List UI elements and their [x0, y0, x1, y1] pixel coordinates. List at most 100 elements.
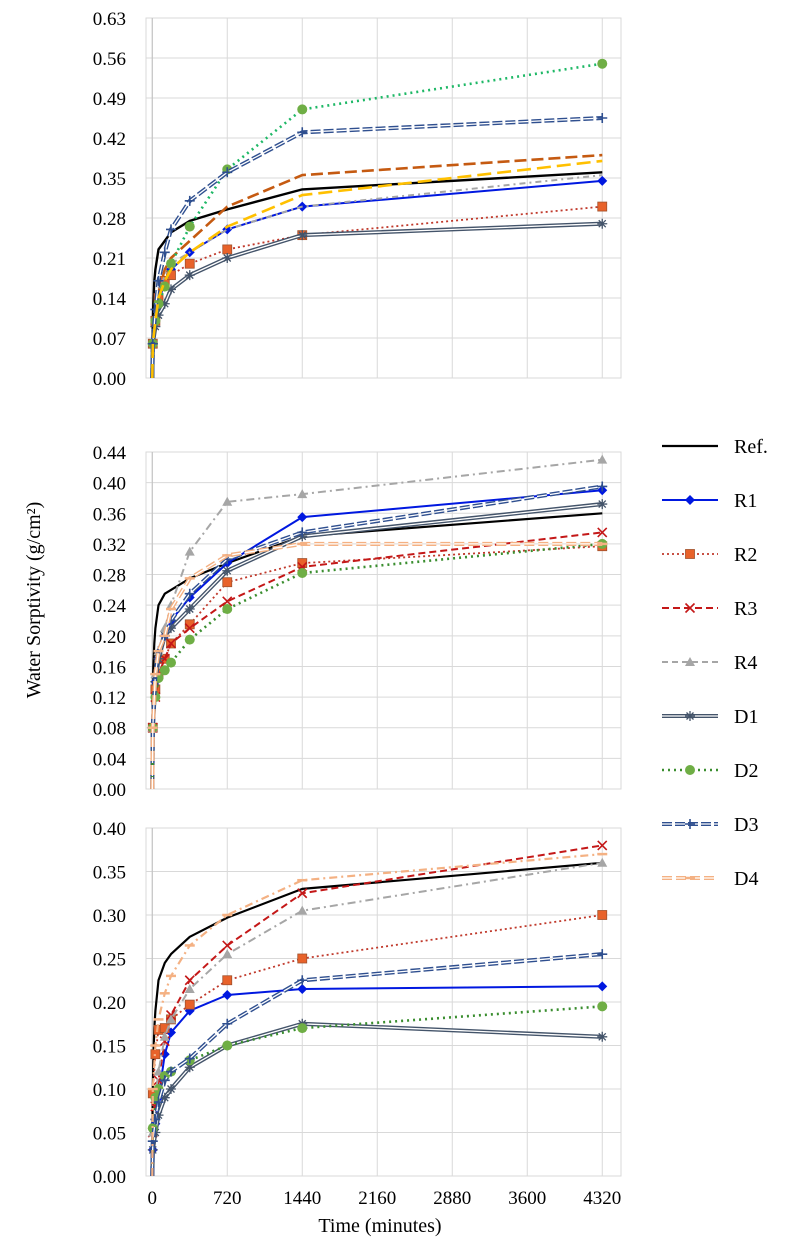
data-point-d1	[597, 218, 608, 229]
legend-label: R1	[734, 490, 757, 512]
x-tick-label: 2160	[358, 1188, 396, 1209]
data-point-r2	[184, 999, 195, 1010]
data-point-d1	[159, 1092, 170, 1103]
data-point-d3	[153, 1097, 164, 1108]
x-tick-label: 4320	[583, 1188, 621, 1209]
data-point-r4	[222, 949, 233, 959]
data-point-d1	[153, 310, 164, 321]
chart-panel-top: 0.00 0.07 0.14 0.21 0.28 0.35 0.42 0.49 0.56 0.63	[93, 9, 622, 390]
legend-entry-r3: R3	[662, 598, 757, 620]
y-tick-label: 0.07	[93, 329, 126, 350]
data-point-d2	[184, 221, 195, 232]
chart-panels: 0.00 0.07 0.14 0.21 0.28 0.35 0.42 0.49 0.56 0.63…	[93, 9, 622, 1209]
data-point-r2	[222, 975, 233, 986]
data-point-d1	[184, 270, 195, 281]
y-tick-label: 0.44	[93, 443, 127, 464]
x-tick-label: 3600	[508, 1188, 546, 1209]
data-point-r2	[222, 244, 233, 255]
y-tick-label: 0.32	[93, 535, 126, 556]
data-point-d3	[153, 275, 164, 286]
legend-label: R3	[734, 598, 757, 620]
data-point-r1	[597, 981, 608, 992]
data-point-d3	[597, 481, 608, 492]
y-tick-label: 0.24	[93, 596, 127, 617]
y-tick-label: 0.00	[93, 369, 126, 390]
data-point-r4	[184, 983, 195, 993]
data-point-r4	[297, 489, 308, 499]
y-tick-label: 0.28	[93, 209, 126, 230]
data-point-r4	[222, 496, 233, 506]
series-r3	[151, 153, 603, 379]
y-tick-label: 0.40	[93, 474, 126, 495]
y-tick-label: 0.10	[93, 1080, 126, 1101]
series-line-d3-inner	[151, 117, 603, 379]
data-point-r2	[222, 577, 233, 588]
legend-entry-d3: D3	[662, 814, 758, 836]
data-point-d2	[597, 58, 608, 69]
series-d4	[151, 159, 603, 379]
chart-panel-bottom: 0.00 0.05 0.10 0.15 0.20 0.25 0.30 0.35 0.40 0 720…	[93, 819, 622, 1209]
series-line-r4	[151, 458, 603, 790]
data-point-d1	[166, 1084, 176, 1094]
data-point-r4	[159, 1031, 170, 1041]
data-point-d3	[184, 588, 195, 599]
y-axis-label: Water Sorptivity (g/cm²)	[23, 502, 45, 699]
y-tick-label: 0.12	[93, 688, 126, 709]
y-tick-label: 0.14	[93, 289, 127, 310]
data-point-d1	[166, 284, 176, 295]
data-point-d2	[159, 665, 170, 676]
legend-label: D2	[734, 760, 758, 782]
legend-entry-r1: R1	[662, 490, 757, 512]
data-point-d3	[597, 113, 608, 123]
data-point-d2	[166, 657, 176, 668]
legend-entry-d4: D4	[662, 868, 758, 890]
data-point-d3	[166, 1066, 176, 1077]
data-point-d2	[222, 604, 233, 615]
data-point-d1	[297, 230, 308, 241]
series-d3	[147, 113, 608, 379]
y-tick-label: 0.30	[93, 906, 126, 927]
y-tick-label: 0.20	[93, 993, 126, 1014]
data-point-r4	[597, 454, 608, 464]
data-point-r1	[222, 990, 233, 1001]
legend-entry-r4: R4	[662, 652, 757, 674]
data-point-r2	[597, 201, 608, 212]
data-point-d3	[297, 975, 308, 986]
series-line-d3-inner	[151, 953, 603, 1177]
data-point-r3	[597, 527, 608, 538]
y-tick-label: 0.00	[93, 780, 126, 801]
data-point-d1	[597, 1031, 608, 1042]
data-point-d2	[297, 1023, 308, 1034]
data-point-d2	[297, 568, 308, 579]
y-tick-label: 0.05	[93, 1124, 126, 1145]
data-point-d3	[222, 1018, 233, 1029]
x-tick-label: 1440	[283, 1188, 321, 1209]
series-line-d4	[151, 159, 603, 379]
data-point-r3	[597, 840, 608, 851]
data-point-d1	[597, 499, 608, 510]
data-point-r2	[297, 953, 308, 964]
series-line-r3	[151, 531, 603, 790]
data-point-d1	[166, 623, 176, 634]
data-point-r1	[297, 512, 308, 523]
data-point-r4	[184, 546, 195, 556]
plot-area	[145, 451, 622, 790]
data-point-r2	[184, 258, 195, 269]
data-point-r3	[184, 975, 195, 986]
data-point-r1	[597, 175, 608, 186]
data-point-d2	[166, 258, 176, 269]
legend-marker	[685, 549, 695, 559]
legend-label: Ref.	[734, 436, 768, 458]
data-point-d2	[597, 1001, 608, 1012]
data-point-d3	[166, 224, 176, 235]
data-point-r1	[297, 983, 308, 994]
data-point-r4	[597, 857, 608, 867]
y-tick-label: 0.49	[93, 89, 126, 110]
data-point-d1	[184, 604, 195, 615]
data-point-r3	[297, 888, 308, 899]
legend-marker	[685, 657, 695, 666]
y-tick-label: 0.00	[93, 1167, 126, 1188]
data-point-r3	[165, 638, 177, 649]
data-point-r3	[222, 940, 233, 951]
y-tick-label: 0.20	[93, 627, 126, 648]
